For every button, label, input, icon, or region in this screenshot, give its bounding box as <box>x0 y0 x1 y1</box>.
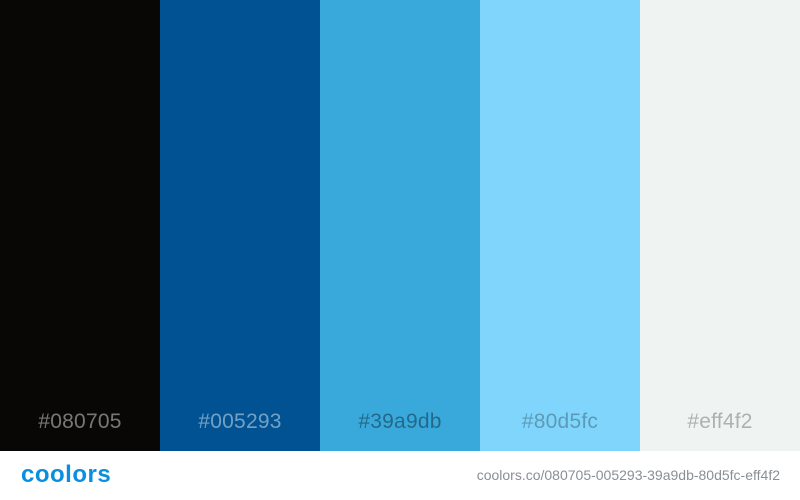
swatch-hex-label: #80d5fc <box>521 410 599 433</box>
coolors-logo[interactable]: coolors <box>21 461 112 488</box>
swatch-hex-label: #080705 <box>38 410 122 433</box>
palette-url-link[interactable]: coolors.co/080705-005293-39a9db-80d5fc-e… <box>476 467 780 483</box>
swatch-5[interactable]: #eff4f2 <box>640 0 800 451</box>
swatch-hex-label: #eff4f2 <box>687 410 753 433</box>
color-palette: #080705 #005293 #39a9db #80d5fc #eff4f2 <box>0 0 800 451</box>
swatch-4[interactable]: #80d5fc <box>480 0 640 451</box>
swatch-hex-label: #39a9db <box>358 410 442 433</box>
footer-bar: coolors coolors.co/080705-005293-39a9db-… <box>0 451 800 500</box>
swatch-hex-label: #005293 <box>198 410 282 433</box>
swatch-3[interactable]: #39a9db <box>320 0 480 451</box>
swatch-2[interactable]: #005293 <box>160 0 320 451</box>
swatch-1[interactable]: #080705 <box>0 0 160 451</box>
